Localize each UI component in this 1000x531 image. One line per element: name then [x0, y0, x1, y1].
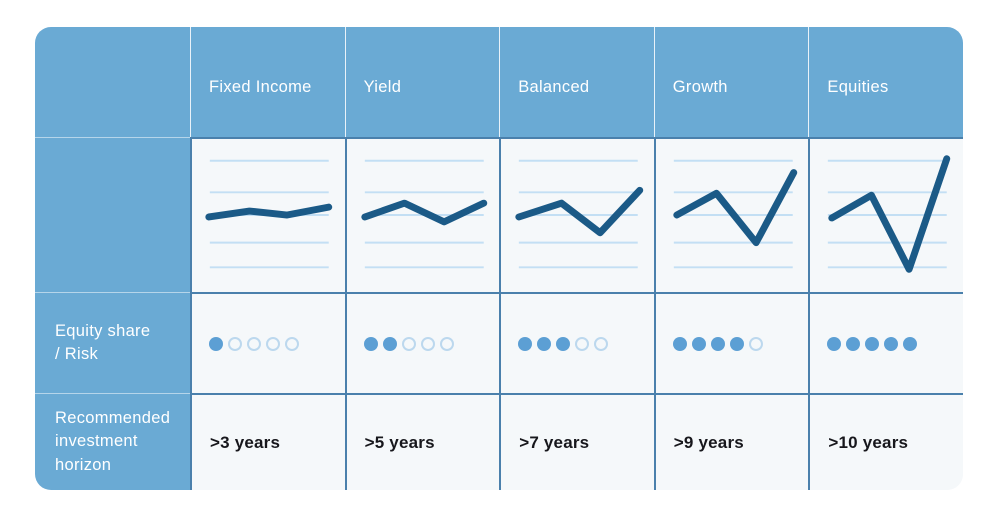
- risk-dot-filled: [672, 336, 687, 351]
- sparkline-cell-growth: [653, 137, 809, 292]
- risk-rating-growth: [653, 292, 809, 393]
- risk-dot-filled: [518, 336, 533, 351]
- risk-rating-yield: [344, 292, 500, 393]
- risk-dot-filled: [846, 336, 861, 351]
- risk-dot-filled: [556, 336, 571, 351]
- column-header-growth: Growth: [653, 27, 809, 137]
- risk-rating-balanced: [499, 292, 654, 393]
- horizon-value-equities: >10 years: [808, 393, 963, 490]
- horizon-value-fixed-income: >3 years: [190, 393, 345, 490]
- risk-dot-empty: [594, 336, 609, 351]
- risk-dot-empty: [420, 336, 435, 351]
- volatility-sparkline: [205, 159, 333, 269]
- risk-dot-filled: [903, 336, 918, 351]
- horizon-value-growth: >9 years: [653, 393, 809, 490]
- risk-dot-filled: [865, 336, 880, 351]
- risk-dot-empty: [228, 336, 242, 351]
- column-header-balanced: Balanced: [499, 27, 654, 137]
- volatility-sparkline: [673, 159, 797, 269]
- sparkline-cell-yield: [344, 137, 500, 292]
- horizon-row-label: Recommended investment horizon: [35, 393, 190, 490]
- investment-strategy-comparison-table: Fixed Income Yield Balanced Growth Equit…: [35, 27, 963, 490]
- risk-dot-empty: [575, 336, 590, 351]
- risk-dot-filled: [884, 336, 899, 351]
- sparkline-cell-equities: [808, 137, 963, 292]
- column-header-yield: Yield: [344, 27, 500, 137]
- sparkline-path: [515, 186, 644, 237]
- risk-dot-filled: [710, 336, 725, 351]
- column-header-fixed-income: Fixed Income: [190, 27, 345, 137]
- risk-dot-empty: [748, 336, 763, 351]
- sparkline-path: [828, 155, 951, 273]
- volatility-sparkline: [360, 159, 487, 269]
- sparkline-path: [360, 199, 487, 226]
- risk-dot-filled: [363, 336, 378, 351]
- column-header-equities: Equities: [808, 27, 963, 137]
- corner-cell: [35, 27, 190, 137]
- volatility-sparkline: [515, 159, 644, 269]
- risk-dot-filled: [382, 336, 397, 351]
- sparkline-cell-fixed-income: [190, 137, 345, 292]
- volatility-sparkline: [828, 155, 951, 273]
- risk-rating-equities: [808, 292, 963, 393]
- risk-dot-filled: [691, 336, 706, 351]
- sparkline-cell-balanced: [499, 137, 654, 292]
- horizon-value-yield: >5 years: [344, 393, 500, 490]
- risk-dot-empty: [439, 336, 454, 351]
- risk-rating-fixed-income: [190, 292, 345, 393]
- risk-dot-empty: [401, 336, 416, 351]
- risk-dot-empty: [266, 336, 280, 351]
- risk-dot-filled: [209, 336, 223, 351]
- chart-row-label-cell: [35, 137, 190, 292]
- sparkline-path: [205, 203, 333, 221]
- horizon-value-balanced: >7 years: [499, 393, 654, 490]
- risk-dot-empty: [285, 336, 299, 351]
- sparkline-path: [673, 169, 797, 247]
- risk-row-label: Equity share / Risk: [35, 292, 190, 393]
- risk-dot-filled: [537, 336, 552, 351]
- risk-dot-filled: [729, 336, 744, 351]
- risk-dot-filled: [827, 336, 842, 351]
- risk-dot-empty: [247, 336, 261, 351]
